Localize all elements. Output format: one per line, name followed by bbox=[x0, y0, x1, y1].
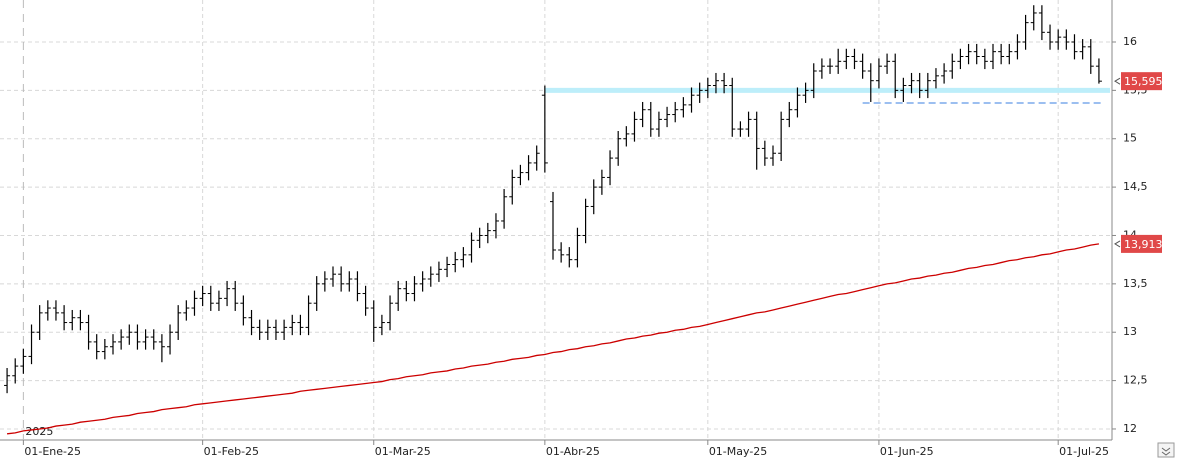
y-tick-label: 13,5 bbox=[1123, 277, 1148, 290]
x-tick-label: 01-Abr-25 bbox=[546, 445, 600, 458]
x-tick-label: 01-Jul-25 bbox=[1059, 445, 1109, 458]
y-tick-label: 12,5 bbox=[1123, 374, 1148, 387]
x-tick-label: 01-Feb-25 bbox=[204, 445, 259, 458]
scroll-icon bbox=[1161, 447, 1171, 456]
price-tag-label: 15,595 bbox=[1124, 75, 1163, 88]
y-tick-label: 15 bbox=[1123, 132, 1137, 145]
x-tick-label: 01-Jun-25 bbox=[880, 445, 934, 458]
price-tag-arrow bbox=[1114, 240, 1121, 248]
x-tick-label: 01-May-25 bbox=[709, 445, 767, 458]
scroll-button[interactable] bbox=[1157, 442, 1175, 458]
y-tick-label: 14,5 bbox=[1123, 180, 1148, 193]
y-tick-label: 13 bbox=[1123, 325, 1137, 338]
x-tick-label: 01-Ene-25 bbox=[24, 445, 81, 458]
x-tick-label: 01-Mar-25 bbox=[375, 445, 431, 458]
y-tick-label: 12 bbox=[1123, 422, 1137, 435]
price-tag bbox=[1121, 234, 1162, 253]
moving-average-line bbox=[6, 243, 1100, 435]
price-tag bbox=[1121, 72, 1162, 91]
y-tick-label: 16 bbox=[1123, 35, 1137, 48]
price-tag-arrow bbox=[1114, 77, 1121, 85]
price-tag-label: 13,913 bbox=[1124, 238, 1163, 251]
year-label: 2025 bbox=[25, 425, 53, 438]
